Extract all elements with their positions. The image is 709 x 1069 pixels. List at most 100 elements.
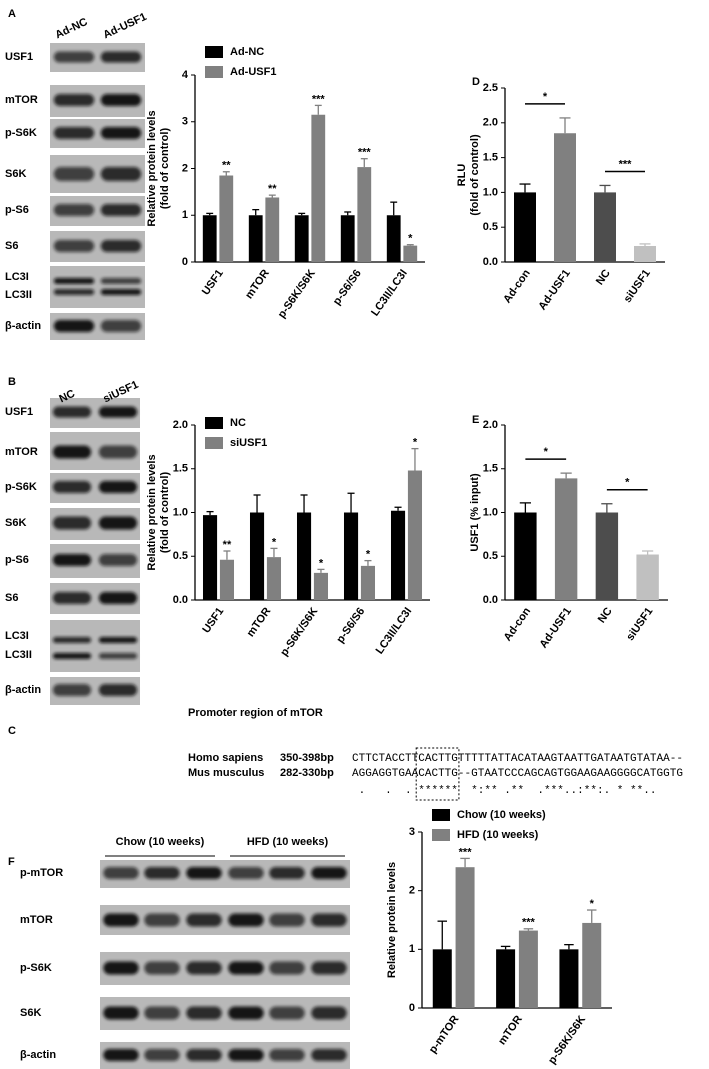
- significance-star: *: [543, 91, 548, 103]
- lane-label: Ad-NC: [53, 16, 89, 41]
- blot-band: [103, 867, 139, 879]
- x-tick-label: Ad-USF1: [536, 268, 572, 313]
- blot-row-label: p-S6: [5, 204, 29, 216]
- blot-band: [228, 1006, 264, 1020]
- y-tick-label: 2: [182, 162, 188, 174]
- y-tick-label: 0.0: [483, 594, 498, 606]
- y-axis-label: RLU: [456, 164, 468, 187]
- y-tick-label: 0.5: [483, 221, 498, 233]
- bar: [634, 245, 656, 262]
- blot-band: [52, 684, 92, 696]
- blot-band: [269, 867, 305, 879]
- y-axis-label: (fold of control): [159, 128, 171, 210]
- blot-row-label: S6K: [5, 517, 26, 529]
- blot-band: [228, 1049, 264, 1061]
- panel-letter: F: [8, 856, 15, 868]
- significance-star: *: [319, 557, 324, 569]
- blot-band: [100, 167, 142, 181]
- blot-band: [186, 867, 222, 879]
- y-tick-label: 0.5: [173, 550, 188, 562]
- blot-band: [144, 1006, 180, 1020]
- blot-row-label: β-actin: [5, 684, 41, 696]
- y-tick-label: 2.0: [483, 419, 498, 431]
- blot-band: [52, 406, 92, 418]
- significance-star: *: [590, 898, 595, 910]
- x-tick-label: NC: [596, 605, 615, 625]
- legend-label: siUSF1: [230, 437, 267, 449]
- blot-row-label: LC3I: [5, 271, 29, 283]
- bar: [311, 114, 326, 262]
- legend-swatch: [205, 437, 223, 449]
- significance-star: *: [366, 549, 371, 561]
- blot-band: [186, 961, 222, 975]
- blot-background: [100, 860, 350, 888]
- blot-band: [186, 1049, 222, 1061]
- x-tick-label: LC3II/LC3I: [369, 268, 410, 319]
- x-tick-label: p-S6K/S6K: [276, 267, 318, 320]
- blot-band: [98, 653, 138, 659]
- blot-row-label: p-S6K: [20, 962, 52, 974]
- bp-range: 350-398bp: [280, 752, 334, 764]
- y-tick-label: 0: [182, 256, 188, 268]
- blot-row-label: p-S6: [5, 554, 29, 566]
- blot-row-label: mTOR: [5, 446, 38, 458]
- bar: [407, 470, 423, 600]
- legend-swatch: [205, 66, 223, 78]
- x-tick-label: p-mTOR: [427, 1013, 462, 1055]
- x-tick-label: p-S6/S6: [331, 268, 364, 308]
- y-tick-label: 2.0: [483, 117, 498, 129]
- x-tick-label: siUSF1: [622, 268, 653, 305]
- bar: [636, 554, 659, 600]
- bar: [249, 512, 265, 600]
- panel-letter: A: [8, 8, 16, 20]
- legend-swatch: [432, 829, 450, 841]
- blot-band: [269, 1006, 305, 1020]
- blot-row-label: S6K: [20, 1007, 41, 1019]
- blot-band: [100, 204, 142, 216]
- significance-star: ***: [619, 158, 633, 170]
- significance-star: ***: [312, 93, 326, 105]
- blot-band: [100, 127, 142, 139]
- blot-band: [52, 445, 92, 459]
- blot-band: [144, 961, 180, 975]
- y-tick-label: 0.5: [483, 550, 498, 562]
- legend-label: HFD (10 weeks): [457, 829, 539, 841]
- bar: [266, 557, 282, 600]
- x-tick-label: NC: [594, 267, 613, 287]
- y-axis-label: Relative protein levels: [386, 862, 398, 978]
- y-tick-label: 4: [182, 69, 189, 81]
- blot-row-label: S6K: [5, 168, 26, 180]
- significance-star: **: [223, 539, 232, 551]
- species: Mus musculus: [188, 767, 264, 779]
- blot-band: [100, 240, 142, 252]
- blot-row-label: LC3I: [5, 630, 29, 642]
- bar: [432, 949, 452, 1008]
- y-tick-label: 2: [409, 885, 415, 897]
- x-tick-label: p-S6K/S6K: [278, 605, 320, 658]
- legend-swatch: [205, 46, 223, 58]
- blot-row-label: USF1: [5, 406, 33, 418]
- bar: [296, 512, 312, 600]
- x-tick-label: siUSF1: [624, 606, 655, 643]
- y-axis-label: (fold of control): [469, 134, 481, 216]
- blot-row-label: S6: [5, 240, 18, 252]
- blot-band: [100, 51, 142, 63]
- bar: [390, 510, 406, 600]
- blot-band: [53, 51, 95, 63]
- bar: [514, 512, 537, 600]
- blot-band: [228, 961, 264, 975]
- significance-star: ***: [459, 846, 473, 858]
- blot-row-label: p-S6K: [5, 481, 37, 493]
- blot-band: [311, 913, 347, 927]
- bar: [343, 512, 359, 600]
- blot-row-label: p-mTOR: [20, 867, 63, 879]
- bar: [496, 949, 516, 1008]
- blot-band: [144, 913, 180, 927]
- y-tick-label: 3: [409, 826, 415, 838]
- blot-band: [269, 913, 305, 927]
- blot-band: [53, 94, 95, 106]
- y-tick-label: 0: [409, 1002, 415, 1014]
- bar: [313, 572, 329, 600]
- legend-label: Ad-NC: [230, 46, 264, 58]
